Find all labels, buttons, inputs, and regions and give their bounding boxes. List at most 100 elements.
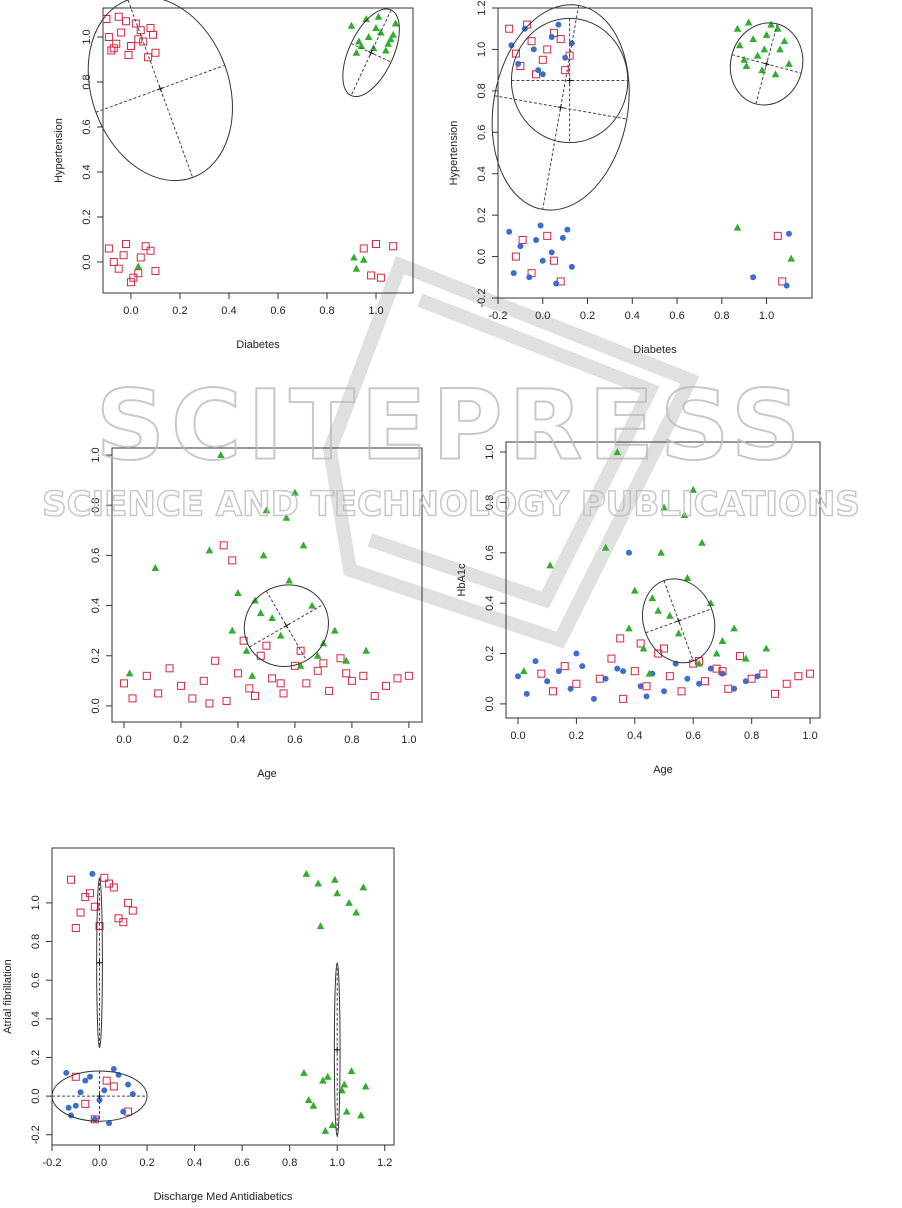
point (199, 676, 208, 685)
point (391, 19, 400, 27)
y-axis-label: Atrial fibrillation (2, 959, 14, 1034)
point (637, 683, 644, 690)
y-tick-label: 1.0 (90, 447, 102, 462)
point (285, 576, 294, 584)
point (154, 689, 163, 698)
point (331, 626, 339, 634)
point (110, 1066, 117, 1073)
point (562, 54, 569, 61)
point (228, 556, 237, 565)
y-tick-label: 0.4 (476, 166, 488, 181)
y-tick-label: 0.2 (81, 209, 93, 224)
point (119, 679, 128, 688)
point (328, 1121, 337, 1129)
plot-frame (505, 441, 821, 719)
point (560, 662, 569, 671)
x-tick-label: 0.4 (230, 734, 245, 746)
point (302, 869, 311, 877)
point (505, 24, 514, 33)
x-tick-label: 0.8 (282, 1157, 297, 1169)
point (176, 681, 185, 690)
point (572, 679, 581, 688)
point (654, 649, 663, 658)
y-tick-label: 0.6 (476, 125, 488, 140)
scatter-chart: -0.2 0.0 0.2 0.4 0.6 0.8 1.0 1.2 -0.2 0.0 0.2 0.4 0.… (2, 847, 395, 1203)
x-tick-label: 0.6 (287, 734, 302, 746)
point (342, 669, 351, 678)
point (535, 67, 542, 74)
y-axis-label: Hypertension (53, 118, 65, 183)
ellipse-center (96, 1093, 103, 1100)
ellipse-axis (542, 5, 580, 210)
ellipse-center (675, 617, 682, 624)
ellipse-group (729, 22, 804, 106)
point (139, 37, 148, 46)
point (128, 906, 137, 915)
point (393, 674, 402, 683)
point (590, 695, 597, 702)
point (382, 681, 391, 690)
point (636, 639, 645, 648)
ellipse-axis (95, 64, 225, 113)
point (248, 671, 256, 679)
x-tick-label: 1.2 (377, 1157, 392, 1169)
x-tick-label: 0.6 (686, 730, 701, 742)
point (506, 228, 513, 235)
x-tick-label: 0.0 (116, 734, 131, 746)
x-tick-label: 1.0 (759, 310, 774, 322)
point (548, 34, 555, 40)
x-tick-label: 0.6 (669, 310, 684, 322)
point (573, 650, 580, 657)
point (144, 53, 153, 62)
point (568, 263, 575, 270)
point (151, 48, 160, 57)
point (107, 46, 116, 55)
ellipse-group (333, 962, 341, 1138)
point (148, 30, 157, 39)
point (71, 1072, 80, 1081)
point (347, 676, 356, 685)
point (785, 230, 792, 237)
point (620, 668, 627, 675)
point (76, 908, 85, 917)
point (543, 45, 552, 54)
point (313, 651, 322, 659)
point (666, 611, 674, 619)
point (758, 66, 766, 74)
point (546, 561, 554, 569)
point (304, 1095, 313, 1103)
point (342, 656, 351, 664)
ellipse-group (243, 584, 329, 667)
point (684, 675, 691, 682)
point (340, 1080, 349, 1088)
point (386, 35, 395, 43)
point (151, 266, 160, 275)
x-tick-label: 0.4 (625, 310, 640, 322)
point (82, 1077, 89, 1084)
point (555, 21, 562, 28)
point (350, 253, 358, 261)
point (81, 893, 90, 902)
x-tick-label: 0.8 (344, 734, 359, 746)
point (601, 543, 610, 551)
point (361, 1082, 370, 1090)
ellipse-center (157, 85, 164, 92)
point (302, 679, 311, 688)
x-tick-label: 0.0 (535, 310, 550, 322)
point (689, 659, 698, 668)
point (698, 538, 706, 546)
x-tick-label: 0.4 (627, 730, 642, 742)
point (718, 636, 727, 644)
y-tick-label: 0.8 (476, 83, 488, 98)
point (102, 15, 111, 24)
point (526, 274, 533, 281)
point (256, 609, 265, 617)
point (780, 37, 789, 45)
point (539, 71, 546, 78)
point (362, 646, 370, 654)
point (345, 898, 353, 906)
point (347, 1066, 356, 1074)
point (299, 541, 308, 549)
point (555, 668, 562, 675)
y-tick-label: -0.2 (30, 1125, 42, 1144)
